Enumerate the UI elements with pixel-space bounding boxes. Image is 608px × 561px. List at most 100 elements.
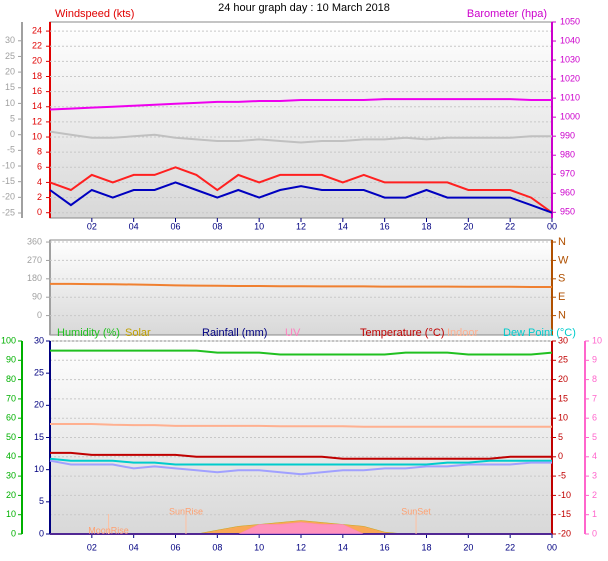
legend-entry: Temperature (°C) [360, 327, 444, 339]
y-tick-label: 18 [32, 71, 42, 81]
axis-title: Windspeed (kts) [55, 8, 134, 20]
y-tick-label: 10 [32, 131, 42, 141]
series-line [49, 181, 553, 214]
series-line [50, 349, 553, 356]
x-tick-label: 10 [254, 221, 264, 231]
x-tick-label: 04 [129, 542, 139, 552]
y-tick-label: 15 [34, 432, 44, 442]
y-tick-label: 24 [32, 25, 42, 35]
y-tick-label: -15 [2, 176, 15, 186]
series-line [49, 130, 552, 144]
y-tick-label: 1010 [560, 92, 580, 102]
y-tick-label: 20 [32, 56, 42, 66]
series-line [50, 451, 552, 460]
y-tick-label: 30 [5, 35, 15, 45]
series-line [50, 423, 552, 428]
y-tick-label: 10 [34, 464, 44, 474]
y-tick-label: 4 [592, 451, 597, 461]
y-tick-label: 5 [558, 432, 563, 442]
x-tick-label: 00 [547, 542, 557, 552]
y-tick-label: 180 [27, 273, 42, 283]
x-tick-label: 10 [254, 542, 264, 552]
y-tick-label: 30 [6, 470, 16, 480]
y-tick-label: 5 [39, 496, 44, 506]
y-tick-label: 10 [592, 335, 602, 345]
x-tick-label: 22 [505, 221, 515, 231]
x-tick-label: 18 [421, 542, 431, 552]
y-tick-label: 10 [5, 98, 15, 108]
legend-entry: UV [285, 327, 301, 339]
y-tick-label: 12 [32, 116, 42, 126]
y-tick-label: 3 [592, 470, 597, 480]
y-tick-label: -20 [2, 192, 15, 202]
plot-area [49, 340, 553, 535]
y-tick-label: -5 [558, 470, 566, 480]
annotation: SunSet [401, 506, 431, 516]
y-tick-label: 6 [592, 413, 597, 423]
y-tick-label: 30 [558, 335, 568, 345]
x-tick-label: 20 [463, 221, 473, 231]
x-tick-label: 14 [338, 221, 348, 231]
y-tick-label: 1000 [560, 112, 580, 122]
y-tick-label: 5 [592, 432, 597, 442]
x-tick-label: 02 [87, 542, 97, 552]
y-tick-label: N [558, 309, 566, 321]
x-tick-label: 00 [547, 221, 557, 231]
y-tick-label: -10 [558, 490, 571, 500]
y-tick-label: 50 [6, 432, 16, 442]
y-tick-label: 20 [6, 490, 16, 500]
x-tick-label: 12 [296, 542, 306, 552]
axis-title: Barometer (hpa) [467, 8, 547, 20]
x-tick-label: 06 [170, 221, 180, 231]
y-tick-label: 90 [32, 292, 42, 302]
y-tick-label: 1050 [560, 16, 580, 26]
x-tick-label: 02 [87, 221, 97, 231]
y-tick-label: 1030 [560, 54, 580, 64]
y-tick-label: -20 [558, 528, 571, 538]
legend-entry: Rainfall (mm) [202, 327, 267, 339]
y-tick-label: 70 [6, 393, 16, 403]
y-tick-label: 0 [10, 129, 15, 139]
y-tick-label: W [558, 254, 569, 266]
y-tick-label: 25 [5, 51, 15, 61]
y-tick-label: 25 [34, 368, 44, 378]
x-tick-label: 14 [338, 542, 348, 552]
y-tick-label: 2 [37, 192, 42, 202]
y-tick-label: 1020 [560, 73, 580, 83]
y-tick-label: 0 [37, 207, 42, 217]
legend-entry: Dew Point (°C) [503, 327, 576, 339]
y-tick-label: 950 [560, 207, 575, 217]
legend-entry: Solar [125, 327, 151, 339]
y-tick-label: 15 [5, 82, 15, 92]
chart-title: 24 hour graph day : 10 March 2018 [218, 2, 390, 14]
y-tick-label: 100 [1, 335, 16, 345]
y-tick-label: -15 [558, 509, 571, 519]
y-tick-label: 22 [32, 41, 42, 51]
x-tick-label: 20 [463, 542, 473, 552]
x-tick-label: 16 [380, 221, 390, 231]
y-tick-label: 2 [592, 490, 597, 500]
y-tick-label: 360 [27, 236, 42, 246]
y-tick-label: -10 [2, 160, 15, 170]
y-tick-label: 6 [37, 162, 42, 172]
y-tick-label: 25 [558, 355, 568, 365]
y-tick-label: 20 [5, 66, 15, 76]
x-tick-label: 06 [170, 542, 180, 552]
y-tick-label: 16 [32, 86, 42, 96]
y-tick-label: 8 [37, 147, 42, 157]
y-tick-label: S [558, 273, 565, 285]
y-tick-label: 0 [37, 310, 42, 320]
x-tick-label: 12 [296, 221, 306, 231]
legend-entry: Humidity (%) [57, 327, 120, 339]
y-tick-label: 980 [560, 150, 575, 160]
y-tick-label: 990 [560, 131, 575, 141]
y-tick-label: 15 [558, 393, 568, 403]
y-tick-label: 0 [39, 528, 44, 538]
y-tick-label: 60 [6, 413, 16, 423]
y-tick-label: 90 [6, 355, 16, 365]
plot-area [49, 21, 553, 219]
y-tick-label: 10 [558, 413, 568, 423]
x-tick-label: 04 [129, 221, 139, 231]
y-tick-label: 0 [592, 528, 597, 538]
